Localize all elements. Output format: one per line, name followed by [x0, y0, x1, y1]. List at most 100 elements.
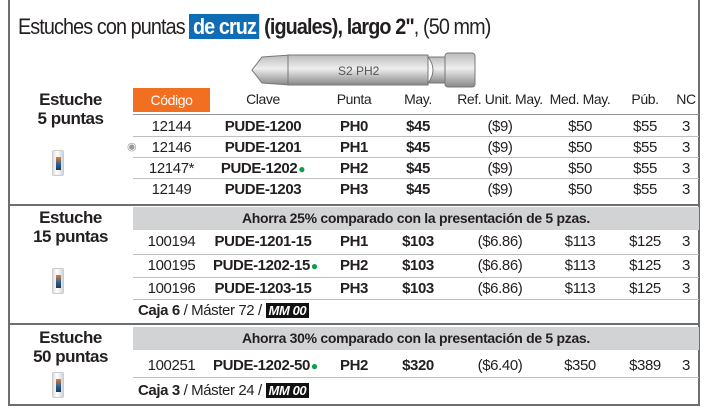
cell-text: PUDE-1203 — [224, 181, 302, 198]
cell-text: 3 — [682, 181, 690, 198]
table-row: ◉ 12146 PUDE-1201 PH1 $45 ($9) $50 $55 3 — [127, 137, 699, 158]
cell-may: $45 — [391, 116, 445, 137]
cell-text: PH1 — [340, 233, 368, 250]
cell-text: 3 — [682, 118, 690, 135]
cell-text: $50 — [568, 160, 592, 177]
cell-text: $125 — [629, 280, 661, 297]
cell-text: 12147* — [148, 160, 195, 177]
cell-text: PH2 — [340, 357, 368, 374]
table-row: 100194 PUDE-1201-15 PH1 $103 ($6.86) $113 $125… — [133, 231, 699, 252]
cell-clave: PUDE-1202-15● — [213, 255, 318, 277]
cell-punta: PH2 — [329, 255, 379, 276]
cell-punta: PH3 — [329, 278, 379, 299]
cell-pub: $125 — [615, 255, 675, 276]
product-case-image — [52, 372, 64, 398]
section-divider — [8, 323, 700, 325]
section-label-15: Estuche 15 puntas — [33, 208, 108, 246]
cell-nc: 3 — [675, 278, 697, 299]
cell-codigo: 100195 — [133, 255, 210, 276]
new-product-dot-icon: ● — [310, 359, 318, 373]
cell-ref-unit: ($6.86) — [455, 231, 545, 252]
cell-pub: $55 — [615, 158, 675, 179]
cell-text: 3 — [682, 160, 690, 177]
cell-clave: PUDE-1201-15 — [213, 231, 313, 252]
cell-ref-unit: ($9) — [455, 137, 545, 158]
cell-med-may: $113 — [545, 231, 615, 252]
title-highlight: de cruz — [189, 14, 260, 39]
cell-clave: PUDE-1202● — [213, 158, 313, 180]
title-suffix: (50 mm) — [423, 14, 491, 39]
cell-codigo: 12147* — [133, 158, 210, 179]
cell-text: PUDE-1202-15 — [213, 257, 310, 274]
packaging-info: Caja 6 / Máster 72 / MM 00 — [138, 302, 310, 319]
cell-text: ($9) — [487, 118, 513, 135]
cell-pub: $125 — [615, 231, 675, 252]
cell-codigo: 100251 — [133, 355, 210, 376]
table-header: Código Clave Punta May. Ref. Unit. May. … — [133, 88, 699, 112]
cell-text: PUDE-1201 — [224, 139, 302, 156]
cell-text: PH3 — [340, 181, 368, 198]
cell-med-may: $350 — [545, 355, 615, 376]
cell-text: PH2 — [340, 160, 368, 177]
cell-text: ($9) — [487, 181, 513, 198]
cell-pub: $55 — [615, 179, 675, 200]
cell-text: $103 — [402, 257, 434, 274]
cell-nc: 3 — [675, 116, 697, 137]
cell-text: 3 — [682, 233, 690, 250]
section-label-50: Estuche 50 puntas — [33, 328, 108, 366]
cell-codigo: 12144 — [133, 116, 210, 137]
header-clave: Clave — [246, 91, 280, 107]
cell-punta: PH2 — [329, 158, 379, 179]
cell-ref-unit: ($6.86) — [455, 255, 545, 276]
cell-punta: PH2 — [329, 355, 379, 376]
eye-icon: ◉ — [127, 141, 137, 153]
cell-may: $45 — [391, 158, 445, 179]
header-nc: NC — [676, 91, 696, 107]
cell-nc: 3 — [675, 179, 697, 200]
bit-marking: S2 PH2 — [338, 64, 380, 78]
cell-text: ($6.86) — [477, 233, 523, 250]
cell-text: ($9) — [487, 139, 513, 156]
cell-text: PUDE-1200 — [224, 118, 302, 135]
cell-med-may: $50 — [545, 116, 615, 137]
cell-text: 3 — [682, 357, 690, 374]
table-row: 100251 PUDE-1202-50● PH2 $320 ($6.40) $350 $38… — [133, 355, 699, 376]
cell-text: $103 — [402, 280, 434, 297]
title-prefix: Estuches con puntas — [18, 14, 186, 39]
header-punta: Punta — [336, 91, 372, 107]
cell-pub: $125 — [615, 278, 675, 299]
cell-ref-unit: ($6.86) — [455, 278, 545, 299]
cell-text: PH2 — [340, 257, 368, 274]
table-row: 100196 PUDE-1203-15 PH3 $103 ($6.86) $113 $125… — [133, 278, 699, 299]
cell-pub: $55 — [615, 116, 675, 137]
header-med-may: Med. May. — [549, 91, 611, 107]
cell-clave: PUDE-1203 — [213, 179, 313, 200]
cell-text: 12144 — [151, 118, 192, 135]
cell-text: 3 — [682, 139, 690, 156]
new-product-dot-icon: ● — [298, 162, 306, 176]
cell-codigo: 100196 — [133, 278, 210, 299]
cell-text: $55 — [633, 181, 657, 198]
section-divider — [8, 204, 700, 206]
cell-text: PUDE-1202 — [220, 160, 298, 177]
cell-text: ($6.40) — [477, 357, 523, 374]
cell-text: $113 — [564, 280, 596, 297]
cell-text: PUDE-1203-15 — [214, 280, 312, 297]
cell-codigo: 12149 — [133, 179, 210, 200]
cell-text: $125 — [629, 233, 661, 250]
cell-codigo: ◉ 12146 — [127, 137, 210, 158]
table-row: 12144 PUDE-1200 PH0 $45 ($9) $50 $55 3 — [133, 116, 699, 137]
cell-text: 100196 — [147, 280, 196, 297]
cell-text: $45 — [406, 139, 430, 156]
cell-codigo: 100194 — [133, 231, 210, 252]
cell-text: $55 — [633, 160, 657, 177]
header-ref-unit: Ref. Unit. May. — [457, 91, 543, 107]
table-row: 12149 PUDE-1203 PH3 $45 ($9) $50 $55 3 — [133, 179, 699, 200]
cell-med-may: $113 — [545, 255, 615, 276]
cell-text: $50 — [568, 139, 592, 156]
row-divider — [133, 254, 699, 255]
cell-text: $389 — [629, 357, 661, 374]
cell-may: $45 — [391, 179, 445, 200]
cell-nc: 3 — [675, 255, 697, 276]
cell-text: $125 — [629, 257, 661, 274]
